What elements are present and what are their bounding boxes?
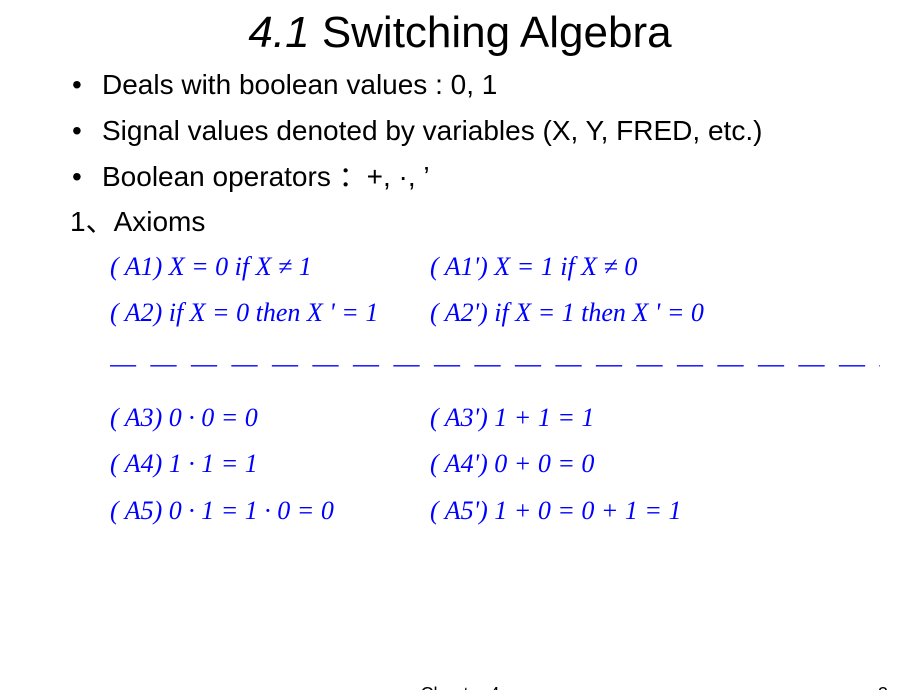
footer-page-number: 3 <box>878 684 888 690</box>
bullet-text: Signal values denoted by variables (X, Y… <box>102 112 880 150</box>
bullet-item: • Signal values denoted by variables (X,… <box>70 112 880 150</box>
slide-title: 4.1 Switching Algebra <box>0 0 920 66</box>
axiom-row: ( A2) if X = 0 then X ' = 1 ( A2') if X … <box>110 293 880 333</box>
title-section-number: 4.1 <box>248 8 309 57</box>
axiom-a4: ( A4) 1 · 1 = 1 <box>110 444 430 484</box>
bullet-text: Boolean operators ：+, ·, ’ <box>102 158 880 196</box>
numbered-heading: 1、Axioms <box>70 203 880 241</box>
bullet-dot-icon: • <box>70 66 102 104</box>
bullet-item: • Deals with boolean values : 0, 1 <box>70 66 880 104</box>
axiom-row: ( A5) 0 · 1 = 1 · 0 = 0 ( A5') 1 + 0 = 0… <box>110 491 880 531</box>
axiom-row: ( A1) X = 0 if X ≠ 1 ( A1') X = 1 if X ≠… <box>110 247 880 287</box>
content-area: • Deals with boolean values : 0, 1 • Sig… <box>0 66 920 241</box>
axiom-row: ( A4) 1 · 1 = 1 ( A4') 0 + 0 = 0 <box>110 444 880 484</box>
axiom-a1: ( A1) X = 0 if X ≠ 1 <box>110 247 430 287</box>
title-text: Switching Algebra <box>322 8 672 57</box>
bullet-dot-icon: • <box>70 158 102 196</box>
footer-chapter: Chapter 4 <box>420 684 499 690</box>
bullet-item: • Boolean operators ：+, ·, ’ <box>70 158 880 196</box>
axiom-a2: ( A2) if X = 0 then X ' = 1 <box>110 293 430 333</box>
axioms-block: ( A1) X = 0 if X ≠ 1 ( A1') X = 1 if X ≠… <box>0 247 920 531</box>
separator-line: — — — — — — — — — — — — — — — — — — — — … <box>110 344 880 384</box>
slide: 4.1 Switching Algebra • Deals with boole… <box>0 0 920 690</box>
bullet-text: Deals with boolean values : 0, 1 <box>102 66 880 104</box>
bullet-dot-icon: • <box>70 112 102 150</box>
axiom-row: ( A3) 0 · 0 = 0 ( A3') 1 + 1 = 1 <box>110 398 880 438</box>
axiom-a5: ( A5) 0 · 1 = 1 · 0 = 0 <box>110 491 430 531</box>
axiom-a3-prime: ( A3') 1 + 1 = 1 <box>430 398 880 438</box>
axiom-a1-prime: ( A1') X = 1 if X ≠ 0 <box>430 247 880 287</box>
axiom-a4-prime: ( A4') 0 + 0 = 0 <box>430 444 880 484</box>
axiom-a3: ( A3) 0 · 0 = 0 <box>110 398 430 438</box>
axiom-a2-prime: ( A2') if X = 1 then X ' = 0 <box>430 293 880 333</box>
axiom-a5-prime: ( A5') 1 + 0 = 0 + 1 = 1 <box>430 491 880 531</box>
